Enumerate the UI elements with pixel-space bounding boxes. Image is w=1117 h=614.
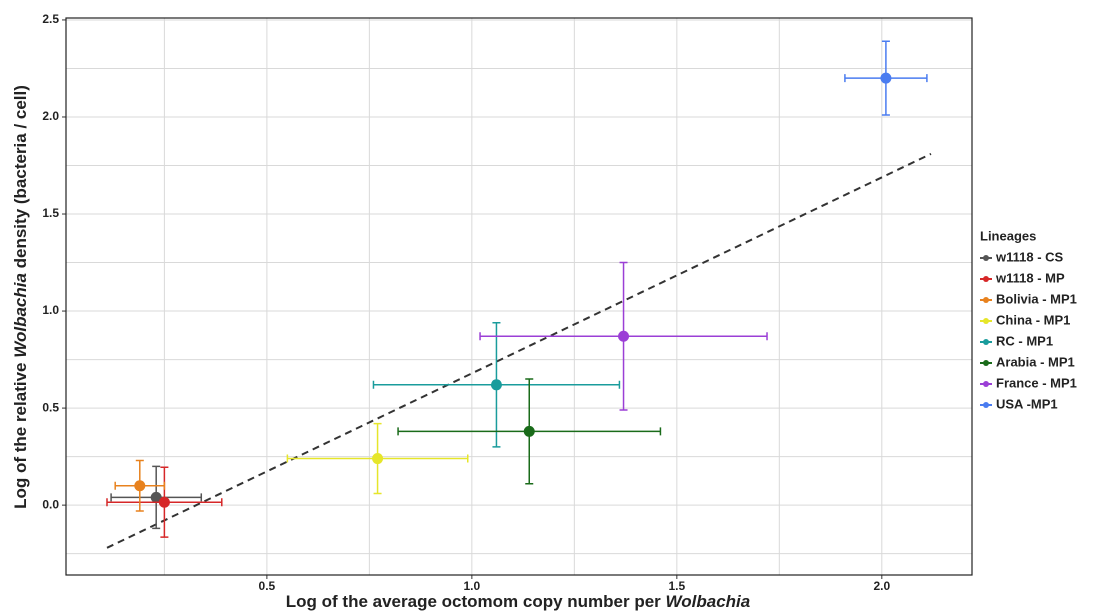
x-axis-title: Log of the average octomom copy number p…	[286, 592, 750, 611]
y-axis-title: Log of the relative Wolbachia density (b…	[11, 85, 30, 509]
point	[490, 379, 502, 391]
point	[150, 491, 162, 503]
plot-frame	[65, 17, 973, 576]
legend-title: Lineages	[980, 228, 1036, 243]
legend-marker	[983, 255, 989, 261]
point	[523, 425, 535, 437]
trendline	[106, 152, 932, 549]
legend-marker	[983, 339, 989, 345]
legend-label: RC - MP1	[996, 333, 1053, 348]
x-tick-label: 2.0	[873, 579, 890, 593]
point	[134, 480, 146, 492]
point	[372, 453, 384, 465]
point	[158, 496, 170, 508]
y-tick-label: 0.0	[42, 497, 59, 511]
legend-label: USA -MP1	[996, 396, 1058, 411]
y-tick-label: 0.5	[42, 400, 59, 414]
legend-marker	[983, 360, 989, 366]
y-tick-label: 2.0	[42, 109, 59, 123]
point	[618, 330, 630, 342]
legend-label: w1118 - CS	[995, 249, 1064, 264]
legend-label: w1118 - MP	[995, 270, 1065, 285]
point	[880, 72, 892, 84]
x-tick-label: 1.5	[668, 579, 685, 593]
legend-marker	[983, 297, 989, 303]
legend-marker	[983, 402, 989, 408]
y-tick-label: 1.0	[42, 303, 59, 317]
legend-label: Arabia - MP1	[996, 354, 1075, 369]
x-tick-label: 1.0	[464, 579, 481, 593]
x-tick-label: 0.5	[259, 579, 276, 593]
legend-marker	[983, 381, 989, 387]
legend-marker	[983, 318, 989, 324]
legend-marker	[983, 276, 989, 282]
legend-label: Bolivia - MP1	[996, 291, 1077, 306]
y-tick-label: 1.5	[42, 206, 59, 220]
legend-label: China - MP1	[996, 312, 1070, 327]
legend-label: France - MP1	[996, 375, 1077, 390]
y-tick-label: 2.5	[42, 12, 59, 26]
